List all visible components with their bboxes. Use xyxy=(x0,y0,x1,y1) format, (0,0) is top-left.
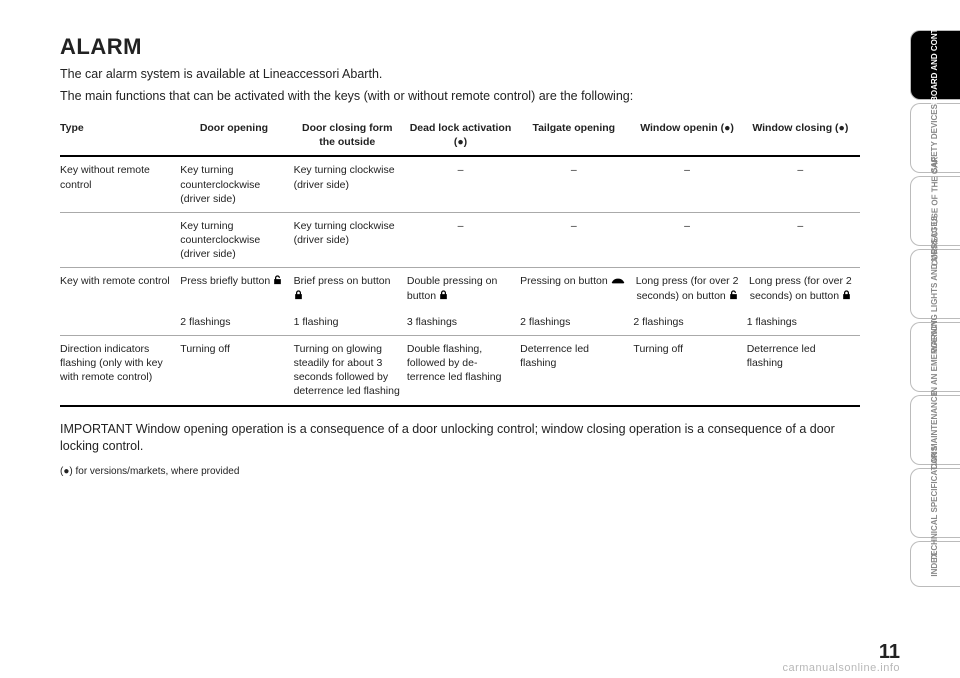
cell: Double pressing on button xyxy=(407,268,520,309)
cell-text: Pressing on button xyxy=(520,275,610,287)
cell: 1 flashing xyxy=(294,309,407,336)
cell-type xyxy=(60,309,180,336)
trunk-icon xyxy=(611,277,625,285)
cell: Key turning counterclockwise (driver sid… xyxy=(180,156,293,212)
content-area: ALARM The car alarm system is available … xyxy=(60,34,860,477)
cell: 1 flashings xyxy=(747,309,860,336)
table-row: Key without remote control Key turning c… xyxy=(60,156,860,212)
page-title: ALARM xyxy=(60,34,860,60)
lock-icon xyxy=(294,290,303,300)
cell: Pressing on button xyxy=(520,268,633,309)
table-header-row: Type Door opening Door closing form the … xyxy=(60,115,860,156)
cell-text: Long press (for over 2 seconds) on butto… xyxy=(749,275,852,301)
cell: – xyxy=(520,212,633,268)
table-row: Direction indicators flashing (only with… xyxy=(60,335,860,405)
th-window-open: Window openin (●) xyxy=(633,115,746,156)
alarm-table: Type Door opening Door closing form the … xyxy=(60,115,860,407)
table-row: Key with remote control Press briefly bu… xyxy=(60,268,860,309)
cell: Key turning clockwise (driver side) xyxy=(294,156,407,212)
side-tabs: DASHBOARD AND CONTROLS SAFETY DEVICES CO… xyxy=(910,30,960,587)
th-door-opening: Door opening xyxy=(180,115,293,156)
th-dead-lock: Dead lock activation (●) xyxy=(407,115,520,156)
cell: Key turning clockwise (driver side) xyxy=(294,212,407,268)
tab-emergency[interactable]: IN AN EMERGENCY xyxy=(910,322,960,392)
lock-icon xyxy=(439,290,448,300)
cell-text: Long press (for over 2 seconds) on butto… xyxy=(636,275,739,301)
cell: Long press (for over 2 seconds) on butto… xyxy=(747,268,860,309)
cell: Press briefly button xyxy=(180,268,293,309)
tab-label: TECHNICAL SPECIFICATIONS xyxy=(931,446,940,561)
cell-type: Key without remote control xyxy=(60,156,180,212)
tab-warning[interactable]: WARNING LIGHTS AND MESSAGES xyxy=(910,249,960,319)
cell: Key turning counterclockwise (driver sid… xyxy=(180,212,293,268)
cell: 2 flashings xyxy=(633,309,746,336)
cell: Double flashing, followed by de-terrence… xyxy=(407,335,520,405)
cell-text: Brief press on button xyxy=(294,275,391,287)
cell: – xyxy=(407,212,520,268)
page-number: 11 xyxy=(879,641,900,664)
cell: – xyxy=(747,156,860,212)
cell-type: Direction indicators flashing (only with… xyxy=(60,335,180,405)
th-window-close: Window closing (●) xyxy=(747,115,860,156)
lock-icon xyxy=(842,290,851,300)
unlock-icon xyxy=(273,275,282,285)
cell-type xyxy=(60,212,180,268)
cell: – xyxy=(747,212,860,268)
cell: Long press (for over 2 seconds) on butto… xyxy=(633,268,746,309)
tab-label: INDEX xyxy=(931,552,940,576)
cell: Turning on glowing steadily for about 3 … xyxy=(294,335,407,405)
cell: – xyxy=(520,156,633,212)
cell: 2 flashings xyxy=(520,309,633,336)
cell: Deterrence led flashing xyxy=(520,335,633,405)
cell: 3 flashings xyxy=(407,309,520,336)
unlock-icon xyxy=(729,290,738,300)
page-root: ALARM The car alarm system is available … xyxy=(0,0,960,678)
cell-text: Double pressing on button xyxy=(407,275,497,301)
cell: Turning off xyxy=(180,335,293,405)
important-note: IMPORTANT Window opening operation is a … xyxy=(60,421,860,456)
cell: 2 flashings xyxy=(180,309,293,336)
watermark: carmanualsonline.info xyxy=(782,662,900,674)
th-door-closing: Door closing form the outside xyxy=(294,115,407,156)
cell: – xyxy=(633,212,746,268)
cell-type: Key with remote control xyxy=(60,268,180,309)
cell: – xyxy=(407,156,520,212)
footnote: (●) for versions/markets, where provided xyxy=(60,466,860,477)
table-row: Key turning counterclockwise (driver sid… xyxy=(60,212,860,268)
tab-dashboard[interactable]: DASHBOARD AND CONTROLS xyxy=(910,30,960,100)
tab-label: IN AN EMERGENCY xyxy=(931,319,940,394)
th-tailgate: Tailgate opening xyxy=(520,115,633,156)
cell-text: Press briefly button xyxy=(180,275,273,287)
intro-line-2: The main functions that can be activated… xyxy=(60,88,860,106)
tab-technical[interactable]: TECHNICAL SPECIFICATIONS xyxy=(910,468,960,538)
cell: Deterrence led flashing xyxy=(747,335,860,405)
th-type: Type xyxy=(60,115,180,156)
cell: Turning off xyxy=(633,335,746,405)
intro-line-1: The car alarm system is available at Lin… xyxy=(60,66,860,84)
cell: – xyxy=(633,156,746,212)
cell: Brief press on button xyxy=(294,268,407,309)
table-row: 2 flashings 1 flashing 3 flashings 2 fla… xyxy=(60,309,860,336)
